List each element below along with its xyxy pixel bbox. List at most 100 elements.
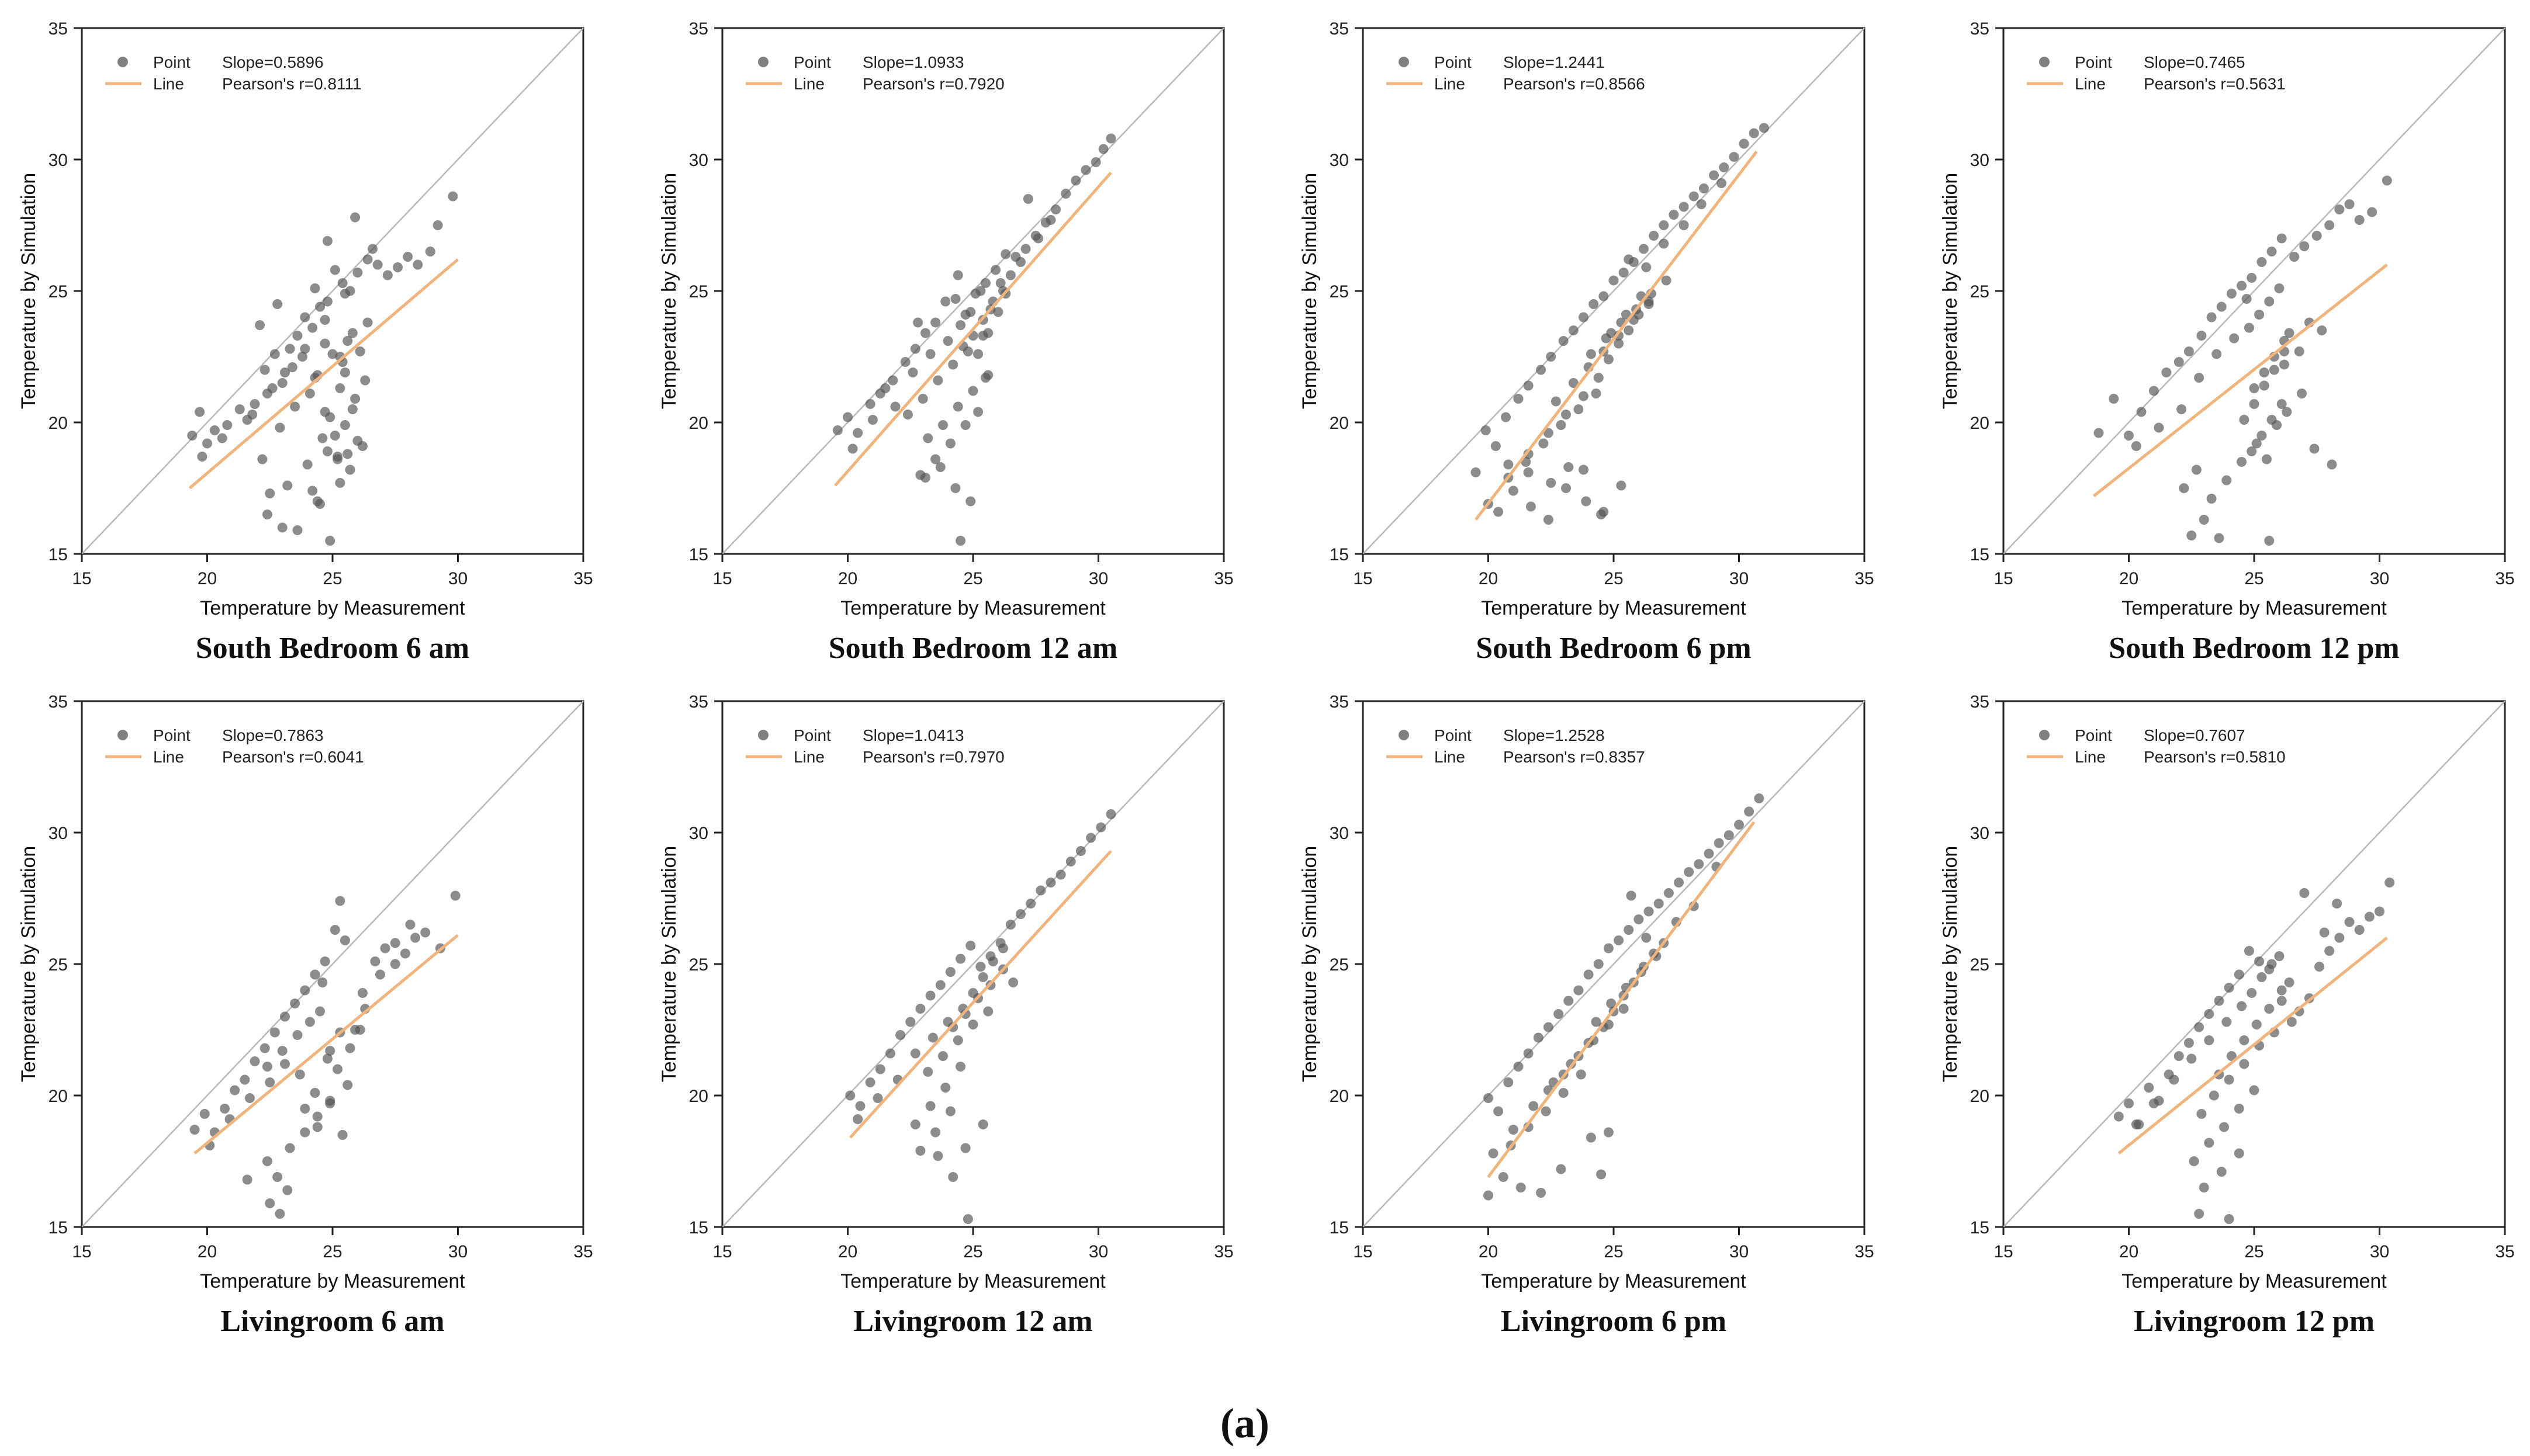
data-point — [1508, 486, 1518, 496]
data-point — [1533, 1032, 1543, 1043]
data-point — [930, 317, 941, 328]
data-point — [993, 307, 1003, 317]
x-tick-label: 35 — [1214, 569, 1233, 588]
data-point — [2354, 215, 2365, 225]
data-point — [2299, 888, 2310, 898]
data-point — [300, 1127, 310, 1138]
legend-point-label: Point — [1434, 53, 1472, 71]
data-point — [2334, 204, 2345, 214]
data-point — [255, 320, 265, 330]
data-point — [2186, 531, 2197, 540]
data-point — [1659, 220, 1669, 230]
data-point — [1543, 428, 1553, 438]
y-tick-label: 30 — [689, 151, 708, 170]
data-point — [277, 522, 288, 533]
data-point — [2224, 983, 2234, 993]
data-point — [1016, 257, 1026, 267]
y-tick-label: 30 — [49, 824, 68, 843]
data-point — [240, 1074, 250, 1085]
x-tick-label: 20 — [198, 1242, 217, 1261]
data-point — [1591, 1017, 1601, 1027]
data-point — [2247, 988, 2257, 998]
data-point — [2148, 1098, 2159, 1108]
data-point — [292, 1030, 303, 1040]
data-point — [1470, 467, 1481, 477]
data-point — [2206, 494, 2217, 504]
x-tick-label: 30 — [2370, 1242, 2389, 1261]
data-point — [1046, 878, 1056, 888]
y-tick-label: 15 — [1330, 545, 1349, 564]
data-point — [968, 386, 978, 396]
data-point — [355, 1025, 365, 1035]
data-point — [1714, 838, 1724, 848]
y-axis-label: Temperature by Simulation — [18, 846, 40, 1082]
data-point — [1624, 325, 1634, 335]
data-point — [340, 935, 350, 945]
x-tick-label: 25 — [2244, 1242, 2263, 1261]
legend-point-marker — [117, 57, 128, 67]
legend-line-label: Line — [153, 748, 184, 766]
data-point — [368, 244, 378, 254]
data-point — [2239, 1035, 2249, 1045]
data-point — [1556, 420, 1566, 430]
data-point — [2211, 349, 2222, 359]
fit-line — [188, 258, 459, 490]
data-point — [853, 428, 863, 438]
data-point — [403, 252, 413, 262]
data-point — [1716, 178, 1726, 188]
data-point — [195, 407, 205, 417]
data-point — [1493, 1106, 1504, 1117]
data-point — [1579, 312, 1589, 323]
data-point — [973, 407, 984, 417]
data-point — [347, 404, 358, 414]
data-point — [345, 1043, 355, 1053]
data-point — [923, 433, 933, 443]
data-point — [2194, 373, 2204, 383]
data-point — [202, 438, 212, 449]
data-point — [2247, 273, 2257, 283]
data-point — [209, 425, 220, 435]
y-tick-label: 15 — [1970, 545, 1989, 564]
chart-panel: 15 20 25 30 35 15 20 25 30 35 Temperature by Measu… — [1299, 19, 1874, 665]
legend-pearson-r-text: Pearson's r=0.8566 — [1503, 75, 1645, 93]
y-tick-label: 20 — [689, 1087, 708, 1106]
data-point — [1661, 275, 1671, 286]
y-tick-label: 25 — [1330, 282, 1349, 301]
data-point — [2247, 446, 2257, 456]
x-tick-label: 35 — [1854, 1242, 1874, 1261]
data-point — [450, 890, 461, 901]
data-point — [2264, 1004, 2275, 1014]
data-point — [2332, 899, 2342, 909]
data-point — [1593, 373, 1604, 383]
data-point — [2199, 515, 2209, 525]
data-point — [1669, 210, 1679, 220]
data-point — [1523, 449, 1534, 459]
data-point — [2224, 1074, 2234, 1085]
data-point — [2226, 1051, 2237, 1061]
data-point — [945, 1106, 956, 1117]
data-point — [975, 962, 986, 972]
y-axis-label: Temperature by Simulation — [1299, 173, 1321, 409]
data-point — [2344, 917, 2355, 927]
data-point — [2204, 1138, 2214, 1148]
y-tick-label: 35 — [49, 692, 68, 712]
data-point — [2194, 1209, 2204, 1219]
data-point — [1719, 162, 1729, 172]
data-point — [1508, 1125, 1518, 1135]
y-tick-label: 35 — [1970, 19, 1989, 39]
data-point — [2249, 399, 2259, 409]
legend-line-label: Line — [1434, 75, 1465, 93]
data-point — [1598, 291, 1609, 301]
y-tick-label: 30 — [1970, 824, 1989, 843]
legend-slope-text: Slope=1.0933 — [863, 53, 964, 71]
data-point — [855, 1101, 866, 1111]
data-point — [420, 927, 431, 938]
data-point — [920, 473, 930, 483]
data-point — [302, 459, 313, 470]
data-point — [978, 972, 988, 982]
y-tick-label: 35 — [689, 692, 708, 712]
data-point — [320, 315, 330, 325]
data-point — [933, 375, 943, 386]
data-point — [1694, 859, 1704, 869]
data-point — [1583, 969, 1594, 980]
